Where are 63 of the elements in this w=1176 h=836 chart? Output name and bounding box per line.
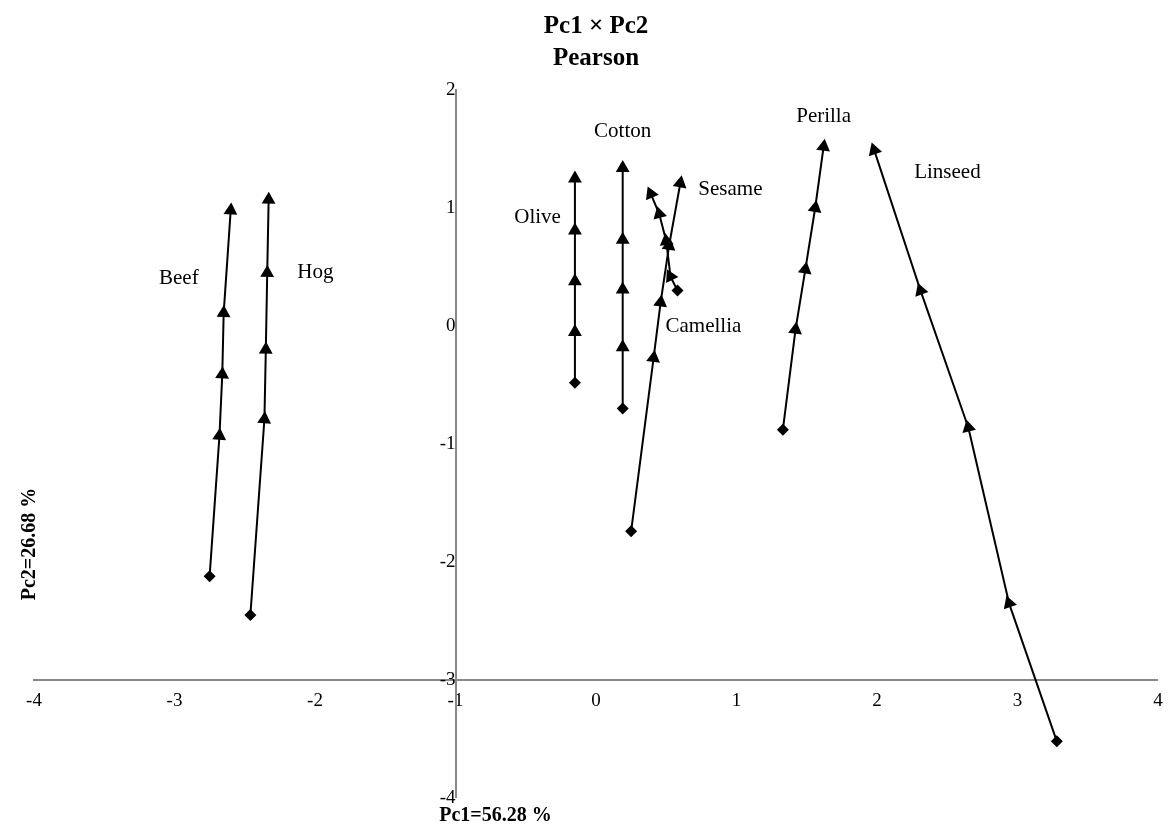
point bbox=[615, 281, 630, 294]
point bbox=[625, 525, 638, 538]
point bbox=[203, 570, 216, 583]
point bbox=[568, 170, 582, 183]
chart-title: Pc1 × Pc2 bbox=[543, 11, 649, 39]
point bbox=[568, 376, 581, 389]
point bbox=[962, 419, 976, 433]
point bbox=[616, 402, 629, 415]
x-tick-label: 3 bbox=[1012, 689, 1023, 711]
y-tick-label: 1 bbox=[446, 195, 456, 217]
y-tick-label: 2 bbox=[446, 77, 456, 99]
series-label: Olive bbox=[514, 203, 561, 228]
series-label: Beef bbox=[159, 264, 199, 289]
point bbox=[776, 423, 789, 436]
series-label: Linseed bbox=[914, 158, 982, 183]
point bbox=[868, 142, 883, 157]
x-tick-label: 1 bbox=[731, 689, 742, 711]
point bbox=[653, 206, 667, 220]
point bbox=[261, 191, 276, 204]
point bbox=[568, 323, 582, 336]
point bbox=[244, 609, 257, 622]
point bbox=[653, 294, 667, 308]
point bbox=[260, 264, 275, 278]
x-tick-label: 2 bbox=[872, 689, 882, 711]
y-tick-label: 0 bbox=[446, 313, 456, 335]
point bbox=[1050, 735, 1063, 748]
series-label: Camellia bbox=[665, 313, 742, 338]
point bbox=[215, 366, 230, 379]
x-tick-label: 0 bbox=[591, 689, 601, 711]
y-tick-label: -1 bbox=[439, 431, 456, 453]
point bbox=[645, 186, 659, 201]
point bbox=[816, 138, 830, 152]
point bbox=[646, 349, 660, 363]
point bbox=[672, 175, 687, 189]
point bbox=[797, 261, 812, 275]
point bbox=[223, 202, 238, 215]
point bbox=[212, 427, 227, 441]
point bbox=[568, 273, 582, 286]
y-axis-title: Pc2=26.68 % bbox=[17, 487, 40, 601]
chart-subtitle: Pearson bbox=[552, 43, 640, 71]
x-tick-label: -4 bbox=[26, 689, 43, 711]
x-tick-label: -2 bbox=[307, 689, 323, 711]
point bbox=[661, 237, 676, 251]
point bbox=[568, 222, 582, 235]
point bbox=[615, 339, 630, 352]
point bbox=[258, 341, 273, 354]
series-label: Perilla bbox=[796, 103, 852, 128]
series-label: Hog bbox=[297, 259, 334, 284]
x-tick-label: 4 bbox=[1153, 689, 1164, 711]
point bbox=[615, 159, 630, 172]
point bbox=[257, 411, 272, 424]
x-tick-label: -3 bbox=[166, 689, 183, 711]
y-tick-label: -2 bbox=[439, 549, 456, 571]
series-label: Sesame bbox=[698, 175, 763, 200]
point bbox=[788, 321, 802, 335]
point bbox=[216, 305, 231, 318]
point bbox=[807, 200, 822, 214]
point bbox=[915, 283, 929, 297]
point bbox=[1003, 595, 1017, 610]
point bbox=[671, 284, 684, 297]
point bbox=[615, 231, 630, 244]
y-tick-label: -3 bbox=[439, 667, 456, 689]
series-label: Cotton bbox=[594, 118, 652, 143]
